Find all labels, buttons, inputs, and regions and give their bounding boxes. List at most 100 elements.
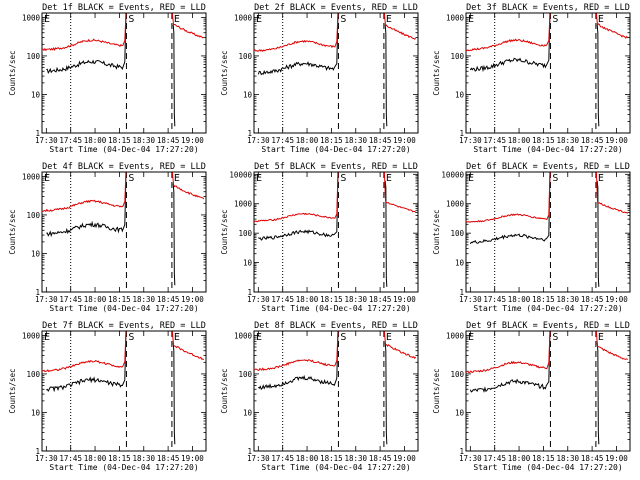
x-tick-label: 19:00: [393, 454, 416, 463]
plot-frame: [253, 330, 419, 452]
series-line-red-lld: [253, 331, 339, 372]
series-line-red-lld: [171, 13, 204, 39]
x-tick-label: 19:00: [605, 295, 628, 304]
series-line-black-events: [384, 24, 388, 127]
x-tick-label: 19:00: [181, 454, 204, 463]
y-tick-label: 10: [243, 90, 253, 99]
chart-panel-7: Det 7f BLACK = Events, RED = LLD 1 10 100 10…: [8, 321, 207, 472]
series-line-red-lld: [465, 13, 551, 52]
series-line-black-events: [172, 24, 176, 127]
chart-panel-1: Det 1f BLACK = Events, RED = LLD 1 10 100 10…: [8, 3, 207, 154]
series-line-red-lld: [383, 172, 417, 213]
x-tick-label: 18:45: [157, 295, 180, 304]
series-line-red-lld: [41, 331, 127, 373]
y-tick-label: 1000: [446, 13, 465, 22]
x-tick-label: 18:30: [344, 295, 367, 304]
chart-title: Det 5f BLACK = Events, RED = LLD: [254, 162, 418, 172]
y-tick-label: 1: [35, 288, 40, 297]
x-axis-label: Start Time (04-Dec-04 17:27:20): [473, 145, 622, 154]
chart-panel-9: Det 9f BLACK = Events, RED = LLD 1 10 100 10…: [432, 321, 631, 472]
plot-frame: [253, 12, 419, 134]
marker-label-s: S: [128, 332, 134, 343]
series-line-black-events: [172, 342, 176, 445]
y-tick-label: 10: [243, 259, 253, 268]
marker-label-s: S: [128, 173, 134, 184]
x-tick-label: 18:15: [532, 454, 555, 463]
marker-label-e: E: [386, 332, 392, 343]
x-tick-label: 18:45: [581, 295, 604, 304]
series-line-black-events: [384, 180, 388, 287]
x-axis-label: Start Time (04-Dec-04 17:27:20): [49, 463, 198, 472]
marker-label-s: S: [552, 173, 558, 184]
y-axis-label: Counts/sec: [8, 50, 17, 95]
y-tick-label: 1: [35, 447, 40, 456]
x-tick-label: 18:30: [132, 295, 155, 304]
x-tick-label: 17:30: [247, 136, 270, 145]
y-tick-label: 10: [455, 408, 465, 417]
x-tick-label: 18:15: [320, 295, 343, 304]
x-tick-label: 19:00: [605, 454, 628, 463]
series-line-red-lld: [595, 331, 629, 360]
chart-panel-5: Det 5f BLACK = Events, RED = LLD 1 10 100 10…: [220, 162, 419, 313]
x-axis-label: Start Time (04-Dec-04 17:27:20): [261, 304, 410, 313]
marker-label-s: S: [552, 332, 558, 343]
x-tick-label: 18:00: [296, 454, 319, 463]
x-tick-label: 17:45: [271, 454, 294, 463]
x-tick-label: 17:45: [483, 136, 506, 145]
y-tick-label: 1000: [446, 200, 465, 209]
y-tick-label: 100: [238, 52, 252, 61]
marker-label-e: E: [256, 14, 262, 25]
y-tick-label: 1: [247, 129, 252, 138]
chart-panel-6: Det 6f BLACK = Events, RED = LLD 1 10 100 10…: [432, 162, 631, 313]
marker-label-e: E: [598, 332, 604, 343]
marker-label-s: S: [340, 14, 346, 25]
x-axis-label: Start Time (04-Dec-04 17:27:20): [261, 463, 410, 472]
y-axis-label: Counts/sec: [8, 368, 17, 413]
chart-title: Det 2f BLACK = Events, RED = LLD: [254, 3, 418, 13]
x-axis-label: Start Time (04-Dec-04 17:27:20): [49, 304, 198, 313]
series-line-red-lld: [595, 13, 629, 40]
series-line-red-lld: [253, 172, 339, 223]
chart-panel-3: Det 3f BLACK = Events, RED = LLD 1 10 100 10…: [432, 3, 631, 154]
y-tick-label: 100: [238, 229, 252, 238]
x-tick-label: 18:45: [157, 454, 180, 463]
y-tick-label: 1000: [234, 13, 253, 22]
y-tick-label: 1000: [22, 13, 41, 22]
x-tick-label: 17:45: [59, 454, 82, 463]
plot-frame: [253, 171, 419, 293]
chart-title: Det 4f BLACK = Events, RED = LLD: [42, 162, 206, 172]
x-tick-label: 17:45: [271, 295, 294, 304]
y-axis-label: Counts/sec: [432, 368, 441, 413]
x-tick-label: 19:00: [393, 295, 416, 304]
y-tick-label: 1: [247, 288, 252, 297]
series-line-red-lld: [41, 13, 127, 52]
marker-label-e: E: [256, 173, 262, 184]
plot-frame: [465, 330, 631, 452]
x-tick-label: 18:15: [320, 454, 343, 463]
x-tick-label: 19:00: [181, 136, 204, 145]
series-line-black-events: [258, 172, 339, 241]
marker-label-e: E: [44, 14, 50, 25]
y-tick-label: 10: [31, 408, 41, 417]
x-tick-label: 17:45: [271, 136, 294, 145]
x-tick-label: 18:15: [108, 454, 131, 463]
x-tick-label: 18:15: [320, 136, 343, 145]
marker-label-e: E: [44, 173, 50, 184]
y-tick-label: 1000: [22, 331, 41, 340]
x-tick-label: 17:30: [247, 295, 270, 304]
chart-title: Det 1f BLACK = Events, RED = LLD: [42, 3, 206, 13]
x-tick-label: 18:15: [108, 136, 131, 145]
y-axis-label: Counts/sec: [8, 209, 17, 254]
series-line-black-events: [257, 331, 339, 391]
x-tick-label: 19:00: [605, 136, 628, 145]
y-axis-label: Counts/sec: [432, 50, 441, 95]
x-tick-label: 17:45: [483, 454, 506, 463]
series-line-black-events: [596, 24, 600, 127]
series-line-red-lld: [41, 172, 127, 213]
x-tick-label: 18:00: [296, 136, 319, 145]
series-line-red-lld: [595, 172, 629, 214]
x-tick-label: 17:30: [35, 454, 58, 463]
x-tick-label: 18:30: [556, 295, 579, 304]
x-tick-label: 18:30: [132, 136, 155, 145]
